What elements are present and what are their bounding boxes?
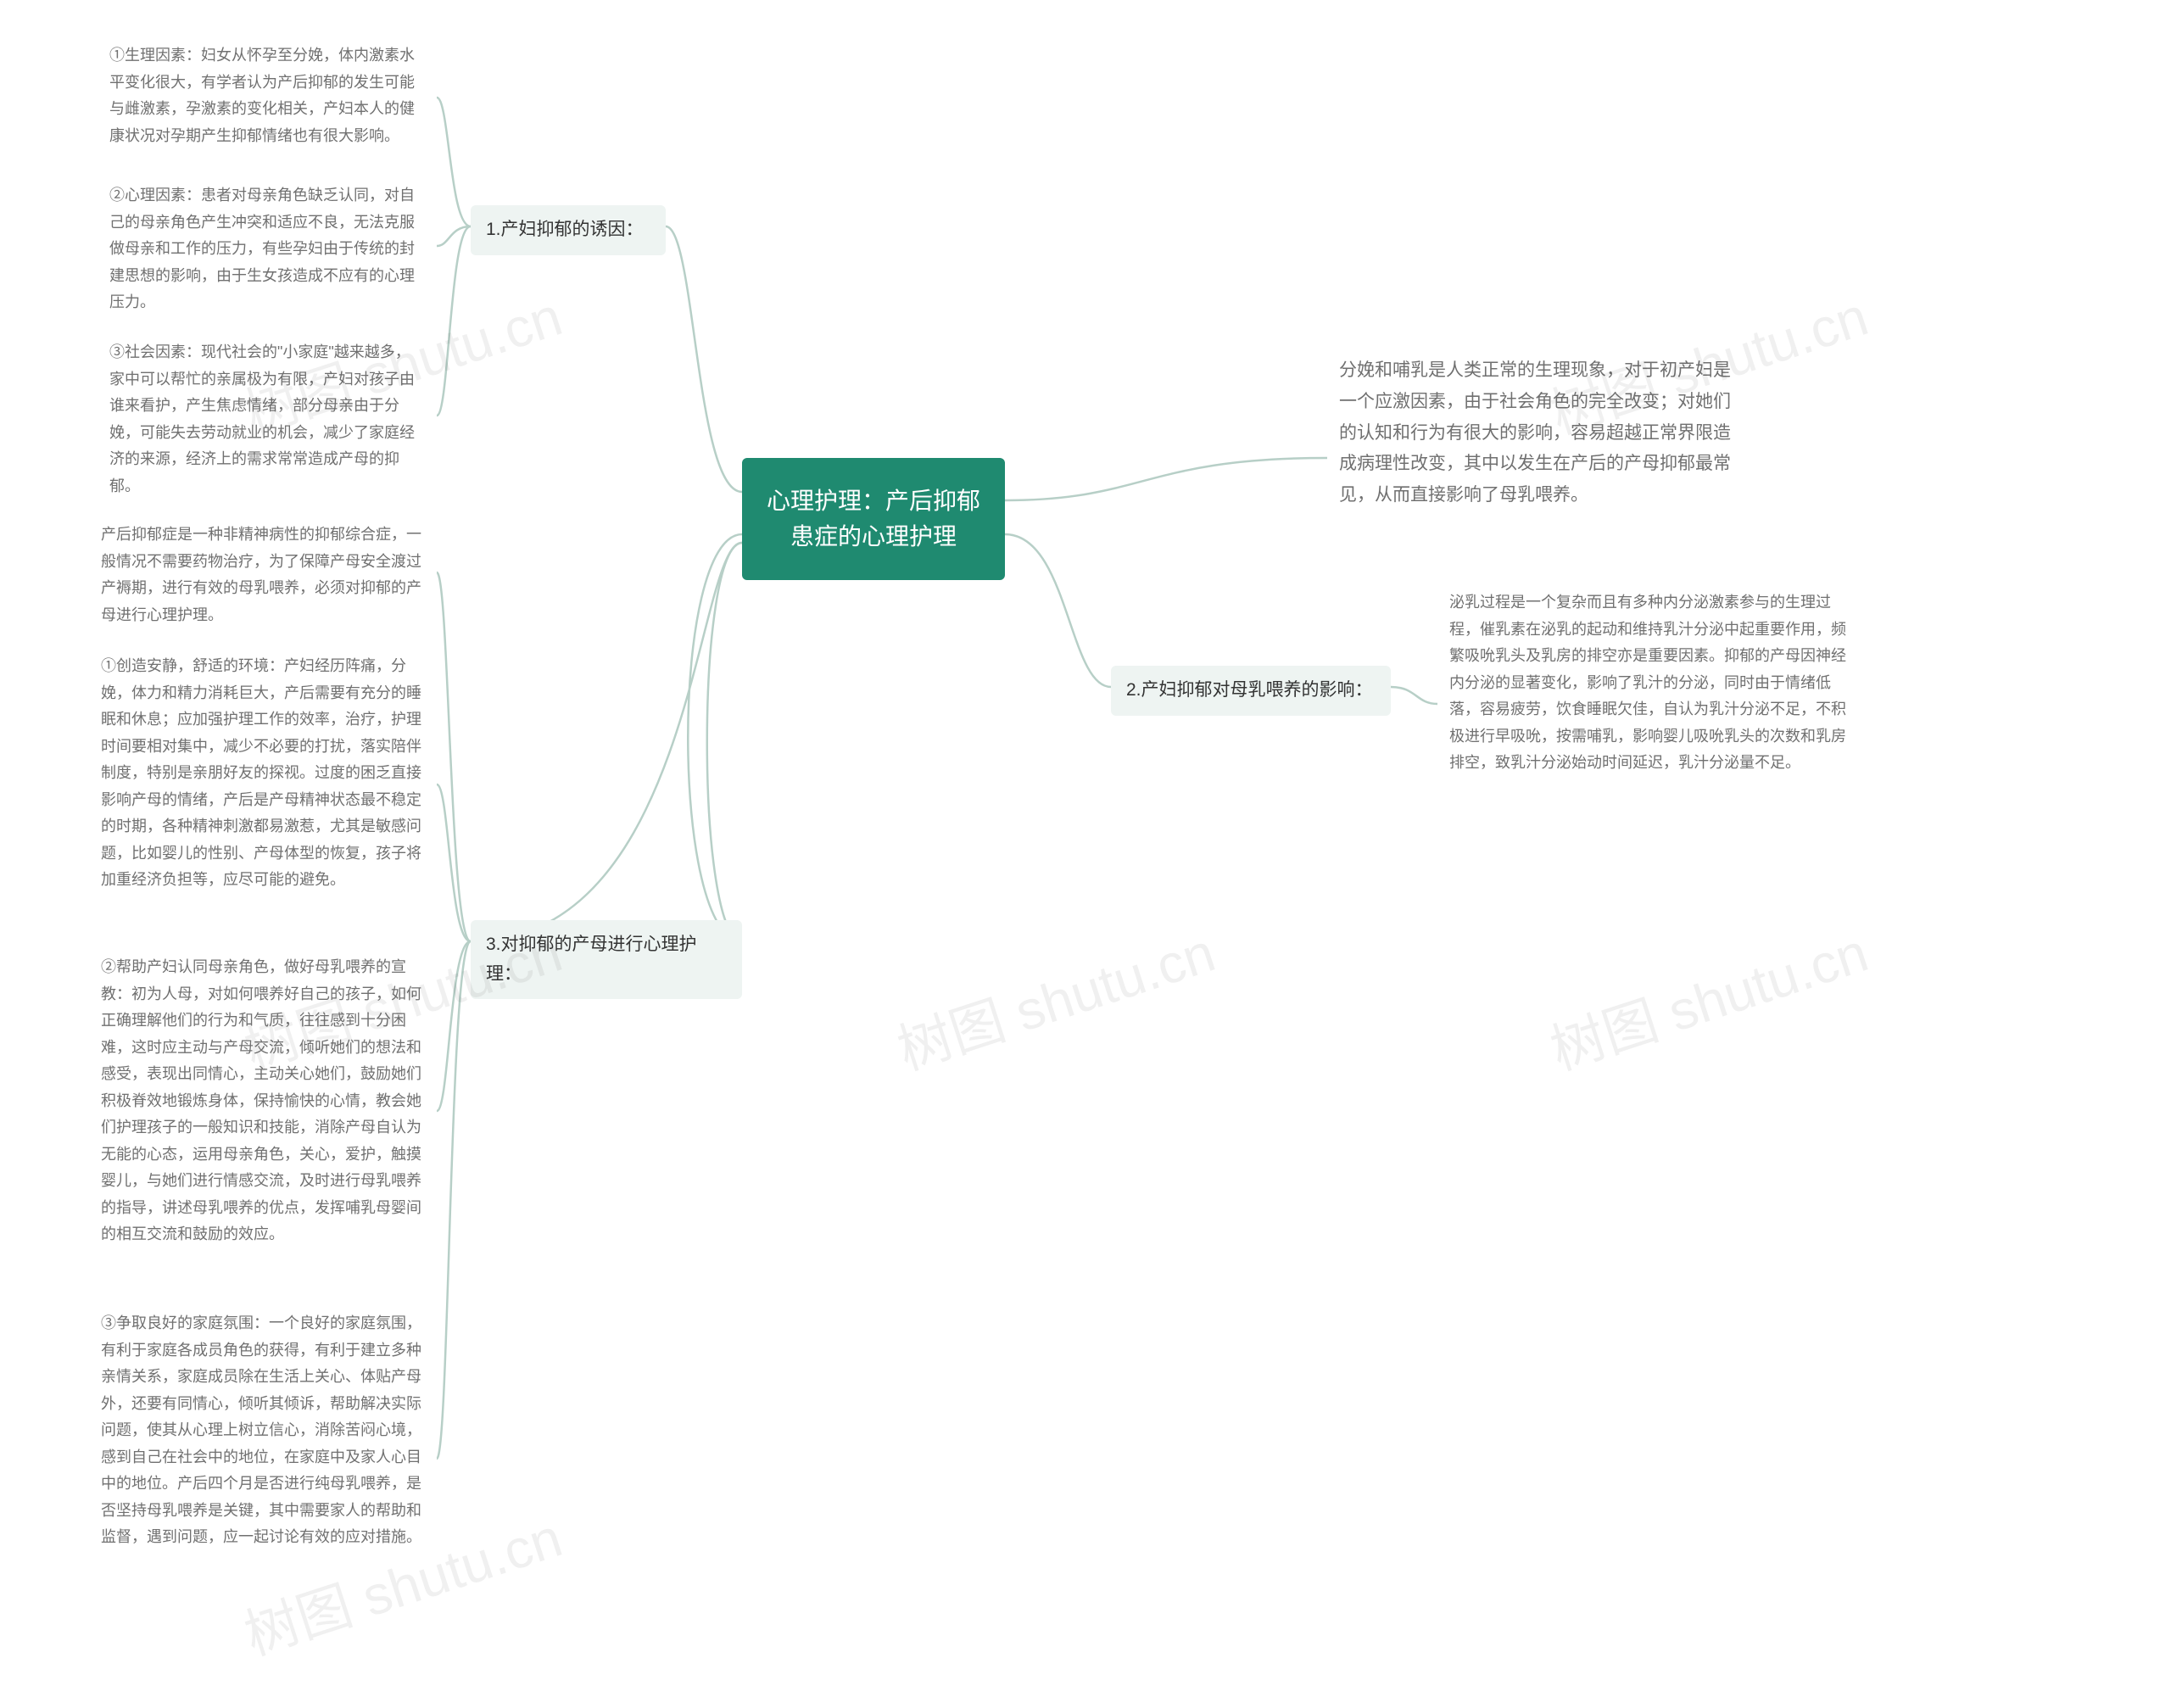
wm-text: 树图 shutu.cn <box>1543 922 1875 1081</box>
branch-3-leaf-3-text: ③争取良好的家庭氛围：一个良好的家庭氛围，有利于家庭各成员角色的获得，有利于建立… <box>101 1314 421 1545</box>
intro-text-block: 分娩和哺乳是人类正常的生理现象，对于初产妇是一个应激因素，由于社会角色的完全改变… <box>1327 343 1751 523</box>
branch-2-leaf: 泌乳过程是一个复杂而且有多种内分泌激素参与的生理过程，催乳素在泌乳的起动和维持乳… <box>1437 581 1870 785</box>
branch-3-leaf-1-text: ①创造安静，舒适的环境：产妇经历阵痛，分娩，体力和精力消耗巨大，产后需要有充分的… <box>101 657 421 888</box>
branch-3-leaf-0: 产后抑郁症是一种非精神病性的抑郁综合症，一般情况不需要药物治疗，为了保障产母安全… <box>89 513 437 637</box>
intro-text: 分娩和哺乳是人类正常的生理现象，对于初产妇是一个应激因素，由于社会角色的完全改变… <box>1339 360 1731 505</box>
root-node: 心理护理：产后抑郁患症的心理护理 <box>742 458 1005 580</box>
branch-2: 2.产妇抑郁对母乳喂养的影响： <box>1111 666 1391 716</box>
wm-text: 树图 shutu.cn <box>890 922 1222 1081</box>
root-text: 心理护理：产后抑郁患症的心理护理 <box>767 488 980 550</box>
branch-3-leaf-2: ②帮助产妇认同母亲角色，做好母乳喂养的宣教：初为人母，对如何喂养好自己的孩子，如… <box>89 946 437 1257</box>
branch-3-leaf-1: ①创造安静，舒适的环境：产妇经历阵痛，分娩，体力和精力消耗巨大，产后需要有充分的… <box>89 645 437 902</box>
branch-1: 1.产妇抑郁的诱因： <box>471 205 666 255</box>
branch-1-label: 1.产妇抑郁的诱因： <box>486 220 644 239</box>
branch-1-leaf-1-text: ①生理因素：妇女从怀孕至分娩，体内激素水平变化很大，有学者认为产后抑郁的发生可能… <box>109 47 415 144</box>
branch-3-leaf-2-text: ②帮助产妇认同母亲角色，做好母乳喂养的宣教：初为人母，对如何喂养好自己的孩子，如… <box>101 958 421 1242</box>
branch-2-label: 2.产妇抑郁对母乳喂养的影响： <box>1126 680 1373 700</box>
branch-3-label: 3.对抑郁的产母进行心理护理： <box>486 935 697 984</box>
watermark: 树图 shutu.cn <box>1539 909 1876 1085</box>
branch-3: 3.对抑郁的产母进行心理护理： <box>471 920 742 999</box>
branch-2-leaf-text: 泌乳过程是一个复杂而且有多种内分泌激素参与的生理过程，催乳素在泌乳的起动和维持乳… <box>1449 594 1846 771</box>
mindmap-canvas: 心理护理：产后抑郁患症的心理护理 分娩和哺乳是人类正常的生理现象，对于初产妇是一… <box>0 0 2171 1708</box>
branch-1-leaf-2-text: ②心理因素：患者对母亲角色缺乏认同，对自己的母亲角色产生冲突和适应不良，无法克服… <box>109 187 415 310</box>
branch-3-leaf-3: ③争取良好的家庭氛围：一个良好的家庭氛围，有利于家庭各成员角色的获得，有利于建立… <box>89 1302 437 1560</box>
watermark: 树图 shutu.cn <box>886 909 1223 1085</box>
branch-1-leaf-3: ③社会因素：现代社会的"小家庭"越来越多，家中可以帮忙的亲属极为有限，产妇对孩子… <box>98 331 437 508</box>
branch-3-leaf-0-text: 产后抑郁症是一种非精神病性的抑郁综合症，一般情况不需要药物治疗，为了保障产母安全… <box>101 526 421 623</box>
branch-1-leaf-3-text: ③社会因素：现代社会的"小家庭"越来越多，家中可以帮忙的亲属极为有限，产妇对孩子… <box>109 343 415 494</box>
branch-1-leaf-2: ②心理因素：患者对母亲角色缺乏认同，对自己的母亲角色产生冲突和适应不良，无法克服… <box>98 174 437 325</box>
branch-1-leaf-1: ①生理因素：妇女从怀孕至分娩，体内激素水平变化很大，有学者认为产后抑郁的发生可能… <box>98 34 437 158</box>
